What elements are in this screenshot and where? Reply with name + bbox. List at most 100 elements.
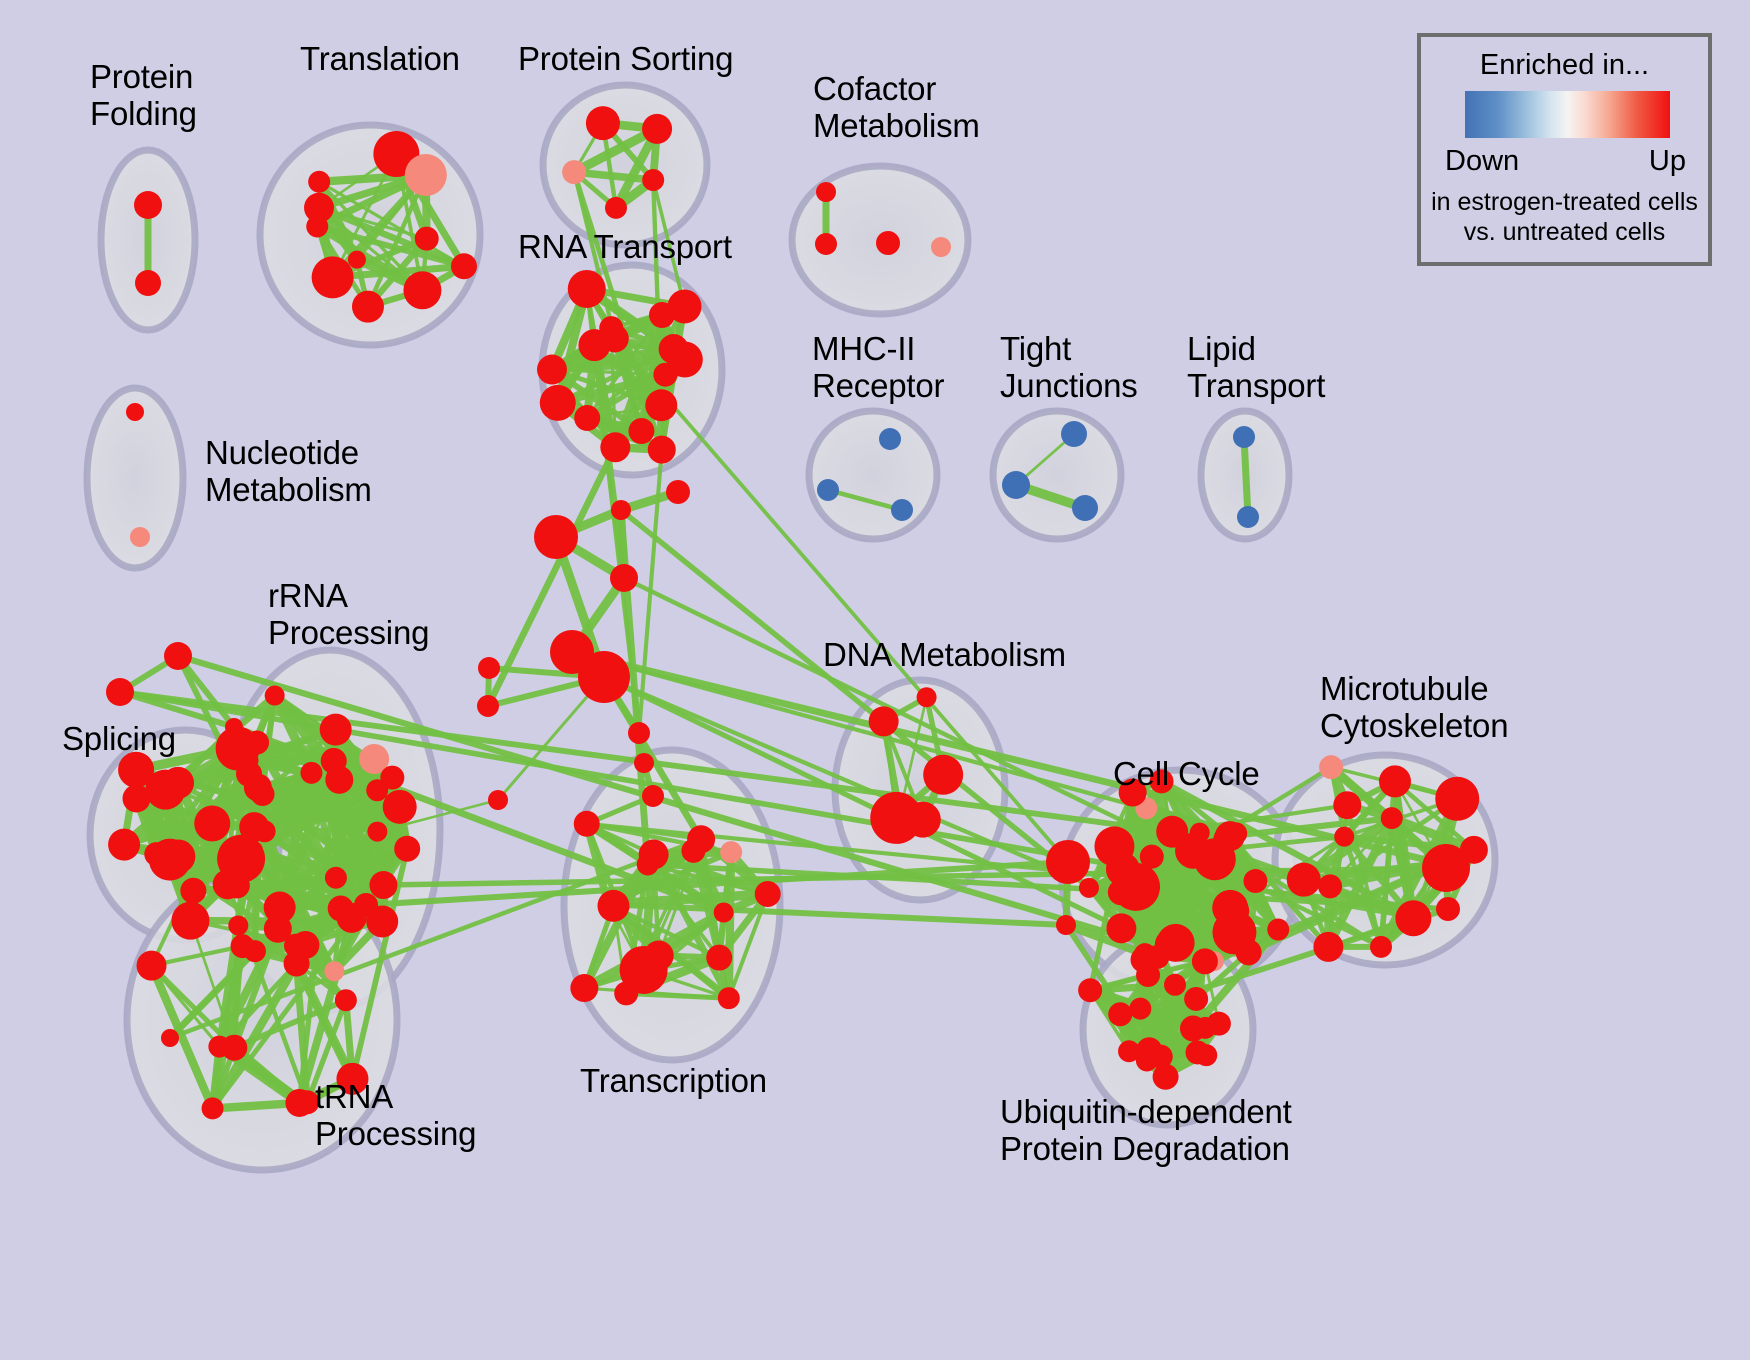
network-node[interactable] — [1431, 853, 1452, 874]
network-node[interactable] — [1313, 931, 1344, 962]
network-node[interactable] — [1094, 826, 1135, 867]
network-node[interactable] — [1184, 986, 1209, 1011]
network-node[interactable] — [1108, 1002, 1133, 1027]
network-node[interactable] — [135, 270, 161, 296]
network-node[interactable] — [642, 785, 664, 807]
network-node[interactable] — [574, 405, 601, 432]
network-node[interactable] — [585, 106, 620, 141]
network-node[interactable] — [1139, 844, 1164, 869]
network-node[interactable] — [647, 435, 676, 464]
network-node[interactable] — [653, 362, 678, 387]
network-node[interactable] — [308, 170, 331, 193]
network-node[interactable] — [171, 901, 210, 940]
network-node[interactable] — [706, 944, 733, 971]
network-node[interactable] — [567, 269, 606, 308]
network-node[interactable] — [180, 877, 207, 904]
network-node[interactable] — [1078, 978, 1103, 1003]
network-node[interactable] — [1378, 765, 1411, 798]
network-node[interactable] — [597, 889, 630, 922]
network-node[interactable] — [1152, 1063, 1179, 1090]
network-node[interactable] — [394, 835, 421, 862]
network-node[interactable] — [1334, 826, 1355, 847]
network-node[interactable] — [194, 805, 231, 842]
network-node[interactable] — [1129, 997, 1152, 1020]
network-node[interactable] — [1136, 962, 1161, 987]
network-node[interactable] — [366, 779, 389, 802]
network-node[interactable] — [1267, 918, 1290, 941]
network-node[interactable] — [570, 974, 599, 1003]
network-node[interactable] — [1237, 506, 1259, 528]
network-node[interactable] — [1435, 776, 1480, 821]
network-node[interactable] — [134, 191, 162, 219]
network-node[interactable] — [1185, 1040, 1210, 1065]
network-node[interactable] — [667, 289, 702, 324]
network-node[interactable] — [1318, 874, 1343, 899]
network-node[interactable] — [1118, 778, 1147, 807]
network-node[interactable] — [488, 790, 508, 810]
network-node[interactable] — [122, 784, 151, 813]
network-node[interactable] — [666, 341, 703, 378]
network-node[interactable] — [369, 871, 398, 900]
network-node[interactable] — [916, 687, 937, 708]
network-node[interactable] — [634, 753, 654, 773]
network-node[interactable] — [404, 153, 447, 196]
network-node[interactable] — [161, 1029, 179, 1047]
network-node[interactable] — [1072, 495, 1098, 521]
network-node[interactable] — [534, 515, 578, 559]
network-node[interactable] — [562, 160, 587, 185]
network-node[interactable] — [717, 987, 740, 1010]
network-node[interactable] — [600, 432, 631, 463]
network-node[interactable] — [604, 196, 627, 219]
network-node[interactable] — [320, 747, 347, 774]
network-node[interactable] — [642, 113, 673, 144]
network-node[interactable] — [815, 233, 837, 255]
network-node[interactable] — [754, 880, 781, 907]
network-node[interactable] — [304, 192, 335, 223]
network-node[interactable] — [687, 825, 716, 854]
network-node[interactable] — [573, 810, 600, 837]
network-node[interactable] — [1380, 807, 1403, 830]
network-node[interactable] — [130, 527, 150, 547]
network-node[interactable] — [1206, 1011, 1231, 1036]
network-node[interactable] — [619, 945, 668, 994]
network-node[interactable] — [403, 271, 442, 310]
network-node[interactable] — [1193, 838, 1236, 881]
network-node[interactable] — [263, 891, 296, 924]
network-node[interactable] — [215, 726, 260, 771]
network-node[interactable] — [666, 480, 690, 504]
network-node[interactable] — [645, 389, 678, 422]
network-node[interactable] — [336, 1062, 369, 1095]
network-node[interactable] — [477, 695, 499, 717]
network-node[interactable] — [366, 905, 399, 938]
network-node[interactable] — [816, 182, 836, 202]
network-node[interactable] — [359, 744, 390, 775]
network-node[interactable] — [126, 403, 144, 421]
network-node[interactable] — [642, 169, 665, 192]
network-node[interactable] — [1136, 1037, 1163, 1064]
network-node[interactable] — [336, 902, 367, 933]
network-node[interactable] — [382, 789, 417, 824]
network-node[interactable] — [311, 256, 354, 299]
network-node[interactable] — [614, 981, 639, 1006]
network-node[interactable] — [879, 428, 901, 450]
network-node[interactable] — [1078, 877, 1099, 898]
network-node[interactable] — [334, 989, 357, 1012]
network-node[interactable] — [600, 324, 629, 353]
network-node[interactable] — [876, 231, 900, 255]
network-node[interactable] — [450, 253, 477, 280]
network-node[interactable] — [208, 1035, 231, 1058]
network-node[interactable] — [118, 751, 155, 788]
network-node[interactable] — [230, 934, 255, 959]
network-node[interactable] — [1233, 426, 1255, 448]
network-node[interactable] — [720, 841, 743, 864]
network-node[interactable] — [283, 950, 310, 977]
network-node[interactable] — [870, 791, 923, 844]
network-node[interactable] — [1046, 840, 1090, 884]
network-node[interactable] — [1191, 948, 1218, 975]
network-node[interactable] — [1436, 897, 1460, 921]
network-node[interactable] — [162, 766, 195, 799]
network-node[interactable] — [414, 226, 439, 251]
network-node[interactable] — [931, 237, 951, 257]
network-node[interactable] — [628, 722, 650, 744]
network-node[interactable] — [324, 961, 345, 982]
